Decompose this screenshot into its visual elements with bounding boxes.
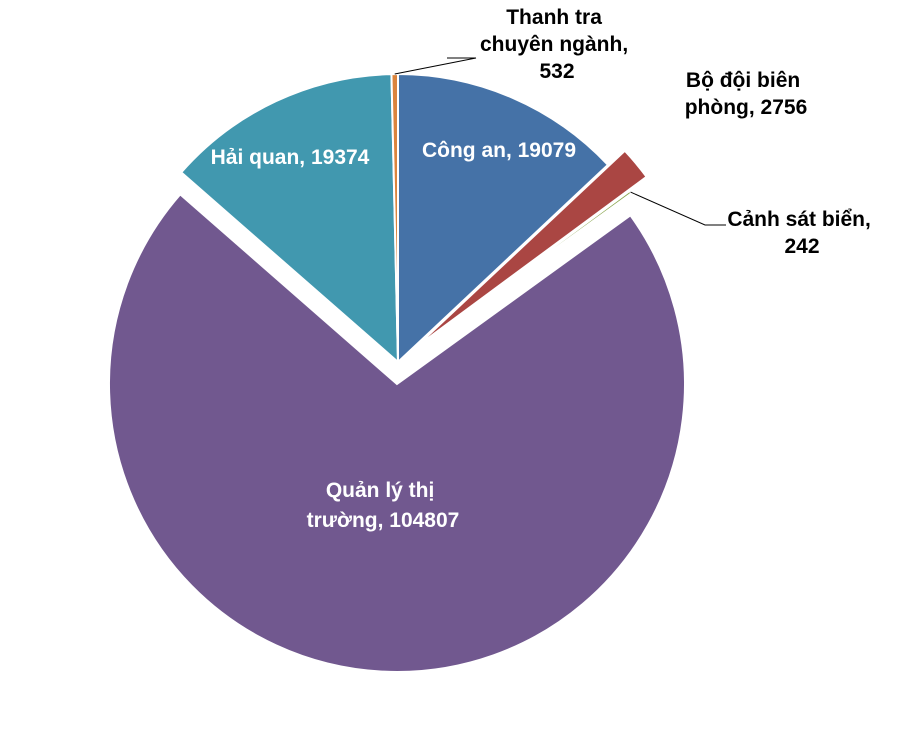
pie-slice-cong-an: [397, 72, 610, 365]
pie-slice-hai-quan: [179, 73, 400, 365]
slice-label-quan-ly-thi-truong: Quản lý thị trường, 104807: [307, 479, 460, 532]
slice-label-cong-an: Công an, 19079: [422, 139, 576, 162]
pie-slice-quan-ly-thi-truong: [108, 192, 686, 673]
pie-slice-bo-doi-bien-phong: [414, 149, 648, 349]
leader-line-thanh-tra-chuyen-nganh: [394, 57, 477, 75]
pie-slices: [108, 72, 686, 673]
pie-slice-thanh-tra-chuyen-nganh: [390, 72, 399, 363]
pie-slice-canh-sat-bien: [397, 189, 633, 363]
slice-label-hai-quan: Hải quan, 19374: [211, 146, 370, 169]
slice-label-canh-sat-bien: Cảnh sát biển, 242: [727, 208, 876, 258]
slice-label-bo-doi-bien-phong: Bộ đội biên phòng, 2756: [685, 69, 808, 119]
slice-label-thanh-tra-chuyen-nganh: Thanh tra chuyên ngành, 532: [480, 6, 634, 83]
leader-lines: [394, 57, 726, 226]
leader-line-canh-sat-bien: [630, 191, 726, 226]
